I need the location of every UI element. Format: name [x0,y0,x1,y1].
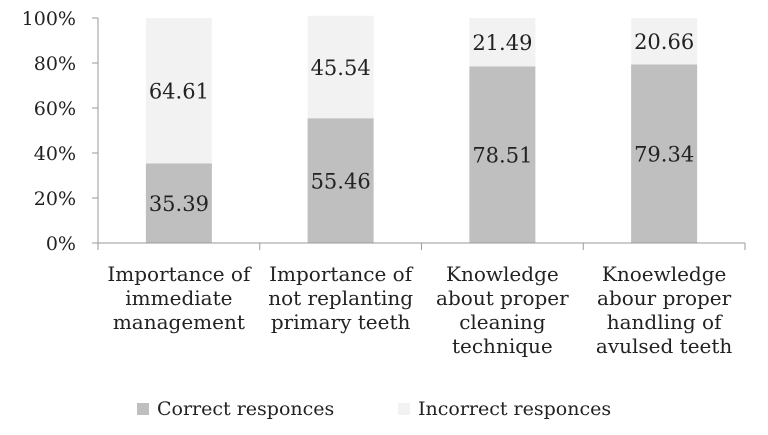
y-tick-label: 100% [22,8,76,30]
x-category-line: Importance of [269,262,413,286]
bar-correct-1 [145,163,212,243]
bar-incorrect-3 [469,18,536,67]
x-category-line: abour proper [597,286,732,310]
y-tick-label: 60% [34,98,76,120]
bar-incorrect-1 [145,18,212,164]
legend-label: Incorrect responces [418,398,612,420]
y-tick-label: 80% [34,53,76,75]
data-label: 45.54 [311,56,371,80]
legend-swatch [137,403,149,415]
data-label: 78.51 [472,144,532,168]
bar-incorrect-2 [307,15,374,119]
x-category-label: Importance of not replanting primary teeth [260,262,422,334]
x-category-line: primary teeth [270,310,411,334]
y-tick-label: 40% [34,143,76,165]
data-label: 79.34 [634,143,694,167]
x-category-line: immediate [125,286,233,310]
data-label: 21.49 [472,31,532,55]
legend-swatch [398,403,410,415]
stacked-bar-chart: 0% 20% 40% 60% 80% 100% 35.39 64.61 55.46 45.54 7… [22,8,746,255]
bar-correct-4 [631,64,698,243]
x-category-line: Knoewledge [601,262,727,286]
x-category-line: avulsed teeth [595,334,733,358]
legend-item-incorrect: Incorrect responces [398,398,611,420]
x-category-label: Knoewledge abour proper handling of avulsed… [583,262,745,358]
bar-correct-3 [469,66,536,243]
data-label: 55.46 [311,170,371,194]
y-tick-label: 0% [46,233,76,255]
axes [97,18,746,250]
bar-incorrect-4 [631,18,698,65]
legend: Correct responces Incorrect responces [0,398,768,428]
data-labels: 35.39 64.61 55.46 45.54 78.51 21.49 79.34 20.66 [149,30,694,216]
x-category-line: about proper [436,286,569,310]
x-category-line: not replanting [268,286,414,310]
legend-item-correct: Correct responces [137,398,334,420]
bar-correct-2 [307,118,374,243]
data-label: 64.61 [149,80,209,104]
x-category-line: management [112,310,245,334]
data-label: 35.39 [149,192,209,216]
x-category-line: technique [451,334,553,358]
x-category-label: Knowledge about proper cleaning technique [421,262,583,358]
x-category-line: Knowledge [446,262,559,286]
legend-label: Correct responces [157,398,335,420]
y-axis-ticks: 0% 20% 40% 60% 80% 100% [22,8,98,255]
x-category-line: cleaning [459,310,546,334]
data-label: 20.66 [634,30,694,54]
x-category-line: Importance of [107,262,251,286]
x-category-label: Importance of immediate management [98,262,260,334]
y-tick-label: 20% [34,188,76,210]
bars [145,15,698,243]
x-category-line: handling of [606,310,722,334]
